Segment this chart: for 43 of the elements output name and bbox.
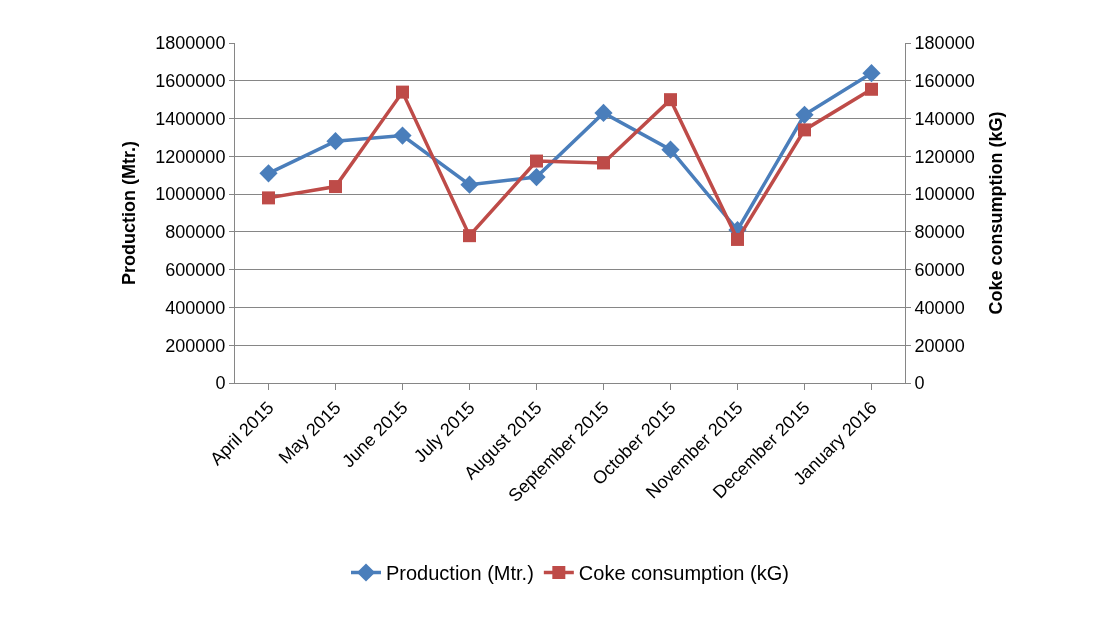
point — [527, 168, 546, 187]
y-tick-label: 200000 — [165, 335, 226, 356]
y-tick-label: 1200000 — [155, 146, 226, 167]
y-tick-label: 1000000 — [155, 184, 226, 205]
y2-tick-label: 160000 — [914, 71, 975, 92]
point — [731, 232, 744, 246]
y-tick-label: 1800000 — [155, 33, 226, 54]
y2-tick-label: 180000 — [914, 33, 975, 54]
point — [530, 154, 543, 168]
y2-tick-label: 0 — [914, 373, 925, 394]
point — [463, 229, 476, 243]
legend-label: Coke consumption (kG) — [578, 562, 789, 585]
y2-tick-label: 120000 — [914, 146, 975, 167]
point — [262, 191, 275, 205]
point — [661, 140, 680, 159]
y-tick-label: 1400000 — [155, 108, 226, 129]
y2-tick-label: 80000 — [914, 222, 965, 243]
point — [862, 64, 881, 83]
point — [798, 123, 811, 137]
y-tick-label: 0 — [215, 373, 226, 394]
point — [326, 132, 345, 151]
point — [865, 82, 878, 96]
point — [795, 105, 814, 124]
point — [396, 85, 409, 99]
y-tick-label: 400000 — [165, 297, 226, 318]
point — [597, 156, 610, 170]
y2-tick-label: 140000 — [914, 108, 975, 129]
y-tick-label: 600000 — [165, 259, 226, 280]
point — [594, 103, 613, 122]
y2-tick-label: 40000 — [914, 297, 965, 318]
y2-tick-label: 20000 — [914, 335, 965, 356]
y-axis-title: Production (Mtr.) — [118, 141, 139, 285]
point — [259, 164, 278, 183]
y-tick-label: 800000 — [165, 222, 226, 243]
y-tick-label: 1600000 — [155, 71, 226, 92]
point — [460, 175, 479, 194]
y2-axis-title: Coke consumption (kG) — [985, 111, 1006, 315]
y2-tick-label: 100000 — [914, 184, 975, 205]
point — [329, 180, 342, 194]
point — [393, 126, 412, 145]
legend-label: Production (Mtr.) — [386, 562, 534, 585]
point — [664, 93, 677, 107]
y2-tick-label: 60000 — [914, 259, 965, 280]
